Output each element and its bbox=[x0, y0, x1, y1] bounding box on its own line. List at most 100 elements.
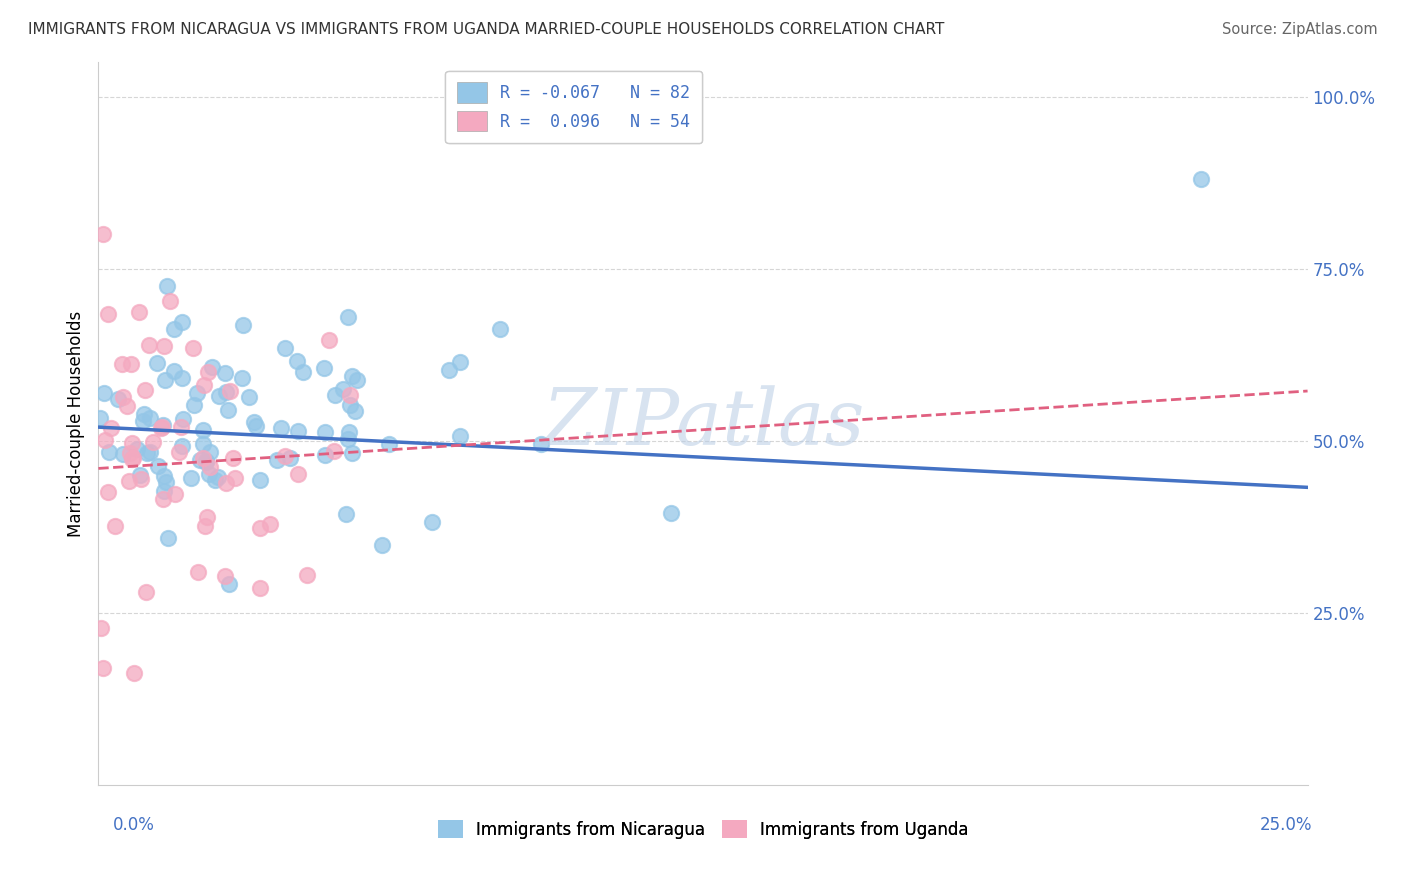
Point bbox=[134, 383, 156, 397]
Point bbox=[191, 437, 214, 451]
Point bbox=[194, 519, 217, 533]
Point bbox=[117, 399, 139, 413]
Point bbox=[449, 355, 471, 369]
Point bbox=[118, 474, 141, 488]
Point bbox=[370, 538, 392, 552]
Point bbox=[135, 585, 157, 599]
Point bbox=[97, 307, 120, 321]
Point bbox=[165, 487, 187, 501]
Point bbox=[287, 467, 309, 481]
Point bbox=[125, 442, 148, 456]
Point bbox=[337, 425, 360, 440]
Text: Source: ZipAtlas.com: Source: ZipAtlas.com bbox=[1222, 22, 1378, 37]
Point bbox=[100, 421, 122, 435]
Point bbox=[278, 450, 301, 465]
Point bbox=[93, 385, 115, 400]
Text: 0.0%: 0.0% bbox=[112, 816, 155, 834]
Point bbox=[323, 388, 346, 402]
Point bbox=[197, 365, 219, 379]
Legend: R = -0.067   N = 82, R =  0.096   N = 54: R = -0.067 N = 82, R = 0.096 N = 54 bbox=[446, 70, 702, 143]
Point bbox=[155, 475, 177, 490]
Point bbox=[193, 377, 215, 392]
Point bbox=[156, 278, 179, 293]
Point bbox=[231, 371, 253, 385]
Point bbox=[197, 467, 219, 481]
Point bbox=[204, 473, 226, 487]
Point bbox=[180, 471, 202, 485]
Point bbox=[336, 432, 359, 446]
Point bbox=[91, 227, 114, 242]
Point bbox=[1189, 172, 1212, 186]
Point bbox=[159, 293, 181, 308]
Point bbox=[183, 398, 205, 412]
Point bbox=[420, 515, 443, 529]
Point bbox=[155, 373, 177, 387]
Point bbox=[530, 437, 553, 451]
Point bbox=[163, 364, 186, 378]
Point bbox=[339, 387, 361, 401]
Point bbox=[121, 451, 143, 466]
Point bbox=[120, 357, 142, 371]
Point bbox=[215, 476, 238, 491]
Point bbox=[170, 371, 193, 385]
Point bbox=[243, 415, 266, 429]
Point bbox=[129, 472, 152, 486]
Point bbox=[287, 425, 309, 439]
Point bbox=[489, 322, 512, 336]
Point bbox=[94, 433, 117, 447]
Point bbox=[121, 452, 143, 467]
Point bbox=[274, 341, 297, 355]
Point bbox=[195, 455, 218, 469]
Y-axis label: Married-couple Households: Married-couple Households bbox=[66, 310, 84, 537]
Point bbox=[195, 454, 218, 468]
Point bbox=[172, 412, 194, 426]
Point bbox=[238, 390, 260, 404]
Point bbox=[337, 310, 360, 324]
Point bbox=[270, 421, 292, 435]
Point bbox=[90, 622, 112, 636]
Point bbox=[214, 366, 236, 380]
Point bbox=[107, 392, 129, 406]
Point bbox=[138, 338, 160, 352]
Point bbox=[218, 576, 240, 591]
Point bbox=[111, 447, 134, 461]
Point bbox=[249, 521, 271, 535]
Point bbox=[344, 404, 367, 418]
Point bbox=[187, 566, 209, 580]
Point bbox=[146, 459, 169, 474]
Point bbox=[285, 353, 308, 368]
Point bbox=[152, 417, 174, 432]
Point bbox=[339, 398, 361, 412]
Point bbox=[149, 420, 172, 434]
Point bbox=[249, 581, 271, 595]
Point bbox=[340, 446, 363, 460]
Point bbox=[193, 423, 215, 437]
Point bbox=[273, 449, 295, 463]
Point bbox=[437, 363, 460, 377]
Point bbox=[215, 385, 238, 400]
Point bbox=[342, 369, 364, 384]
Point bbox=[291, 365, 314, 379]
Point bbox=[170, 420, 193, 434]
Point bbox=[111, 357, 134, 371]
Point bbox=[167, 444, 190, 458]
Point bbox=[193, 451, 215, 466]
Point bbox=[132, 407, 155, 421]
Text: ZIPatlas: ZIPatlas bbox=[541, 385, 865, 462]
Point bbox=[163, 322, 186, 336]
Point bbox=[139, 410, 162, 425]
Point bbox=[198, 459, 221, 474]
Text: IMMIGRANTS FROM NICARAGUA VS IMMIGRANTS FROM UGANDA MARRIED-COUPLE HOUSEHOLDS CO: IMMIGRANTS FROM NICARAGUA VS IMMIGRANTS … bbox=[28, 22, 945, 37]
Point bbox=[89, 411, 111, 425]
Text: 25.0%: 25.0% bbox=[1260, 816, 1313, 834]
Point bbox=[198, 444, 221, 458]
Point bbox=[97, 485, 120, 500]
Point bbox=[188, 452, 211, 467]
Point bbox=[222, 450, 245, 465]
Point bbox=[186, 385, 208, 400]
Point bbox=[318, 333, 340, 347]
Point bbox=[335, 507, 357, 521]
Point bbox=[297, 567, 319, 582]
Point bbox=[128, 305, 150, 319]
Point bbox=[153, 469, 176, 483]
